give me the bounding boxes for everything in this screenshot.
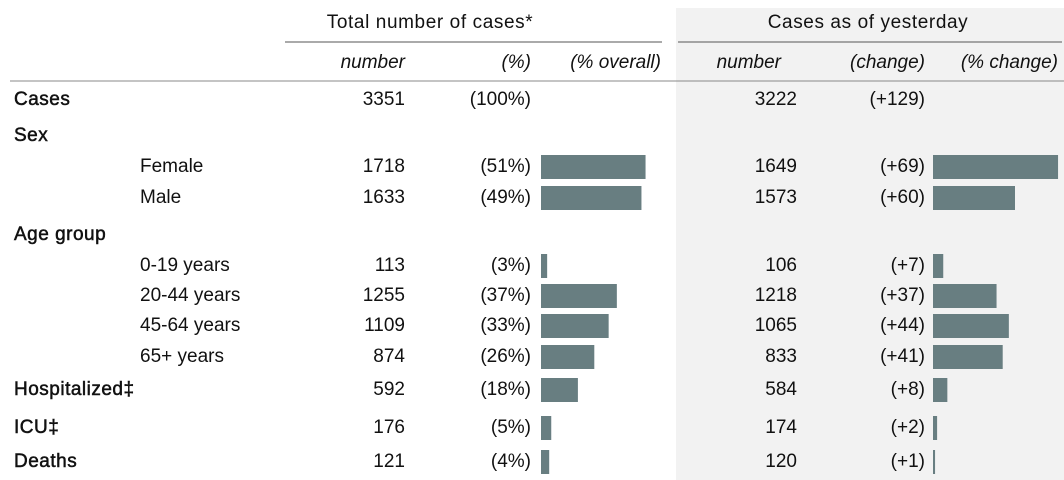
group-header: Total number of cases* [327,12,533,33]
row-label: Deaths [14,451,77,472]
change: (+44) [880,315,925,336]
overall-bar [541,284,617,308]
case-count: 1718 [363,156,405,177]
change: (+41) [880,346,925,367]
group-header: Cases as of yesterday [768,12,969,33]
yesterday-count: 3222 [755,89,797,110]
change: (+1) [891,451,925,472]
row-label: 45-64 years [140,315,240,336]
change-bar [933,450,936,474]
change-bar [933,186,1015,210]
case-percent: (51%) [480,156,531,177]
change-bar [933,314,1009,338]
yesterday-count: 106 [765,255,797,276]
case-percent: (5%) [491,417,531,438]
change: (+69) [880,156,925,177]
overall-bar [541,314,609,338]
case-percent: (100%) [470,89,531,110]
yesterday-count: 833 [765,346,797,367]
overall-bar [541,416,552,440]
case-percent: (49%) [480,187,531,208]
case-percent: (3%) [491,255,531,276]
yesterday-count: 584 [765,379,797,400]
change: (+7) [891,255,925,276]
row-label: 0-19 years [140,255,230,276]
overall-bar [541,378,578,402]
overall-bar [541,155,646,179]
change-bar [933,345,1003,369]
overall-bar [541,254,548,278]
case-percent: (18%) [480,379,531,400]
case-count: 176 [373,417,405,438]
column-header: (% overall) [570,52,661,73]
yesterday-panel [676,8,1064,480]
overall-bar [541,186,642,210]
case-count: 3351 [363,89,405,110]
column-header: (%) [501,52,531,73]
column-header: (% change) [961,52,1058,73]
change-bar [933,378,948,402]
column-header: (change) [850,52,925,73]
case-percent: (4%) [491,451,531,472]
row-label: Sex [14,125,48,146]
case-count: 121 [373,451,405,472]
overall-bar [541,450,550,474]
yesterday-count: 1649 [755,156,797,177]
overall-bar [541,345,595,369]
column-header: number [341,52,406,73]
case-percent: (33%) [480,315,531,336]
yesterday-count: 1218 [755,285,797,306]
row-label: Cases [14,89,70,110]
yesterday-count: 1065 [755,315,797,336]
case-percent: (26%) [480,346,531,367]
row-label: Male [140,187,181,208]
case-count: 113 [375,255,405,276]
column-header: number [717,52,782,73]
row-label: Female [140,156,203,177]
row-label: Age group [14,224,106,245]
case-count: 1255 [363,285,405,306]
change-bar [933,155,1059,179]
case-count: 592 [373,379,405,400]
change: (+129) [870,89,925,110]
change: (+60) [880,187,925,208]
change-bar [933,284,997,308]
row-label: 65+ years [140,346,224,367]
case-count: 1109 [364,315,405,336]
change: (+8) [891,379,925,400]
yesterday-count: 174 [765,417,797,438]
case-percent: (37%) [480,285,531,306]
row-label: ICU‡ [14,417,59,438]
yesterday-count: 120 [765,451,797,472]
change-bar [933,416,938,440]
row-label: 20-44 years [140,285,240,306]
case-count: 874 [373,346,405,367]
yesterday-count: 1573 [755,187,797,208]
case-count: 1633 [363,187,405,208]
change-bar [933,254,944,278]
change: (+37) [880,285,925,306]
row-label: Hospitalized‡ [14,379,135,400]
change: (+2) [891,417,925,438]
